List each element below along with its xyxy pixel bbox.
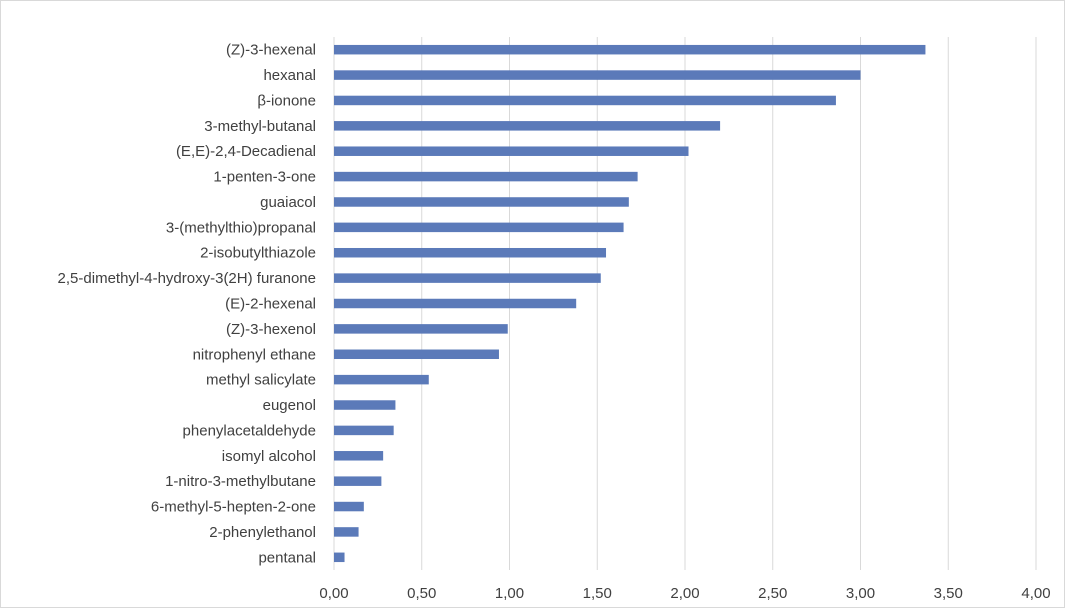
- category-label: (E,E)-2,4-Decadienal: [176, 143, 316, 160]
- category-label: 2,5-dimethyl-4-hydroxy-3(2H) furanone: [58, 270, 316, 287]
- category-label: phenylacetaldehyde: [183, 422, 316, 439]
- bar: [334, 197, 629, 207]
- x-tick-label: 0,50: [407, 585, 436, 602]
- category-label: isomyl alcohol: [222, 448, 316, 465]
- bar: [334, 476, 382, 486]
- bar: [334, 400, 396, 410]
- bar: [334, 349, 499, 360]
- bar: [334, 324, 508, 334]
- bar: [334, 222, 624, 233]
- x-tick-label: 1,00: [495, 585, 524, 602]
- x-tick-labels: 0,00 0,50 1,00 1,50 2,00 2,50 3,00 3,50 4,00: [319, 585, 1050, 602]
- category-label: (Z)-3-hexenal: [226, 42, 316, 59]
- bars: [334, 44, 926, 563]
- bar: [334, 95, 836, 106]
- x-tick-label: 2,00: [670, 585, 699, 602]
- category-label: hexanal: [263, 67, 316, 84]
- category-label: (Z)-3-hexenol: [226, 321, 316, 338]
- category-label: 6-methyl-5-hepten-2-one: [151, 499, 316, 516]
- category-label: eugenol: [263, 397, 316, 414]
- bar: [334, 171, 638, 182]
- category-label: pentanal: [258, 549, 316, 566]
- bar: [334, 247, 607, 258]
- x-tick-label: 2,50: [758, 585, 787, 602]
- bar: [334, 273, 601, 283]
- bar: [334, 552, 345, 563]
- bar: [334, 374, 429, 385]
- bar: [334, 298, 577, 309]
- category-label: 2-isobutylthiazole: [200, 245, 316, 262]
- category-labels: (Z)-3-hexenal hexanal β-ionone 3-methyl-but…: [58, 42, 316, 567]
- category-label: guaiacol: [260, 194, 316, 211]
- bar: [334, 146, 689, 156]
- category-label: β-ionone: [257, 92, 316, 109]
- bar: [334, 121, 721, 131]
- x-tick-label: 1,50: [583, 585, 612, 602]
- category-label: methyl salicylate: [206, 372, 316, 389]
- category-label: 2-phenylethanol: [209, 524, 316, 541]
- category-label: 3-methyl-butanal: [204, 118, 316, 135]
- category-label: 1-penten-3-one: [213, 169, 316, 186]
- category-label: 1-nitro-3-methylbutane: [165, 473, 316, 490]
- bar: [334, 501, 364, 512]
- x-tick-label: 0,00: [319, 585, 348, 602]
- bar: [334, 451, 384, 461]
- bar: [334, 425, 394, 436]
- x-tick-label: 3,50: [934, 585, 963, 602]
- bar: [334, 70, 861, 80]
- category-label: nitrophenyl ethane: [193, 346, 316, 363]
- bar: [334, 44, 926, 55]
- category-label: 3-(methylthio)propanal: [166, 219, 316, 236]
- bar: [334, 527, 359, 537]
- x-tick-label: 3,00: [846, 585, 875, 602]
- category-label: (E)-2-hexenal: [225, 296, 316, 313]
- x-tick-label: 4,00: [1021, 585, 1050, 602]
